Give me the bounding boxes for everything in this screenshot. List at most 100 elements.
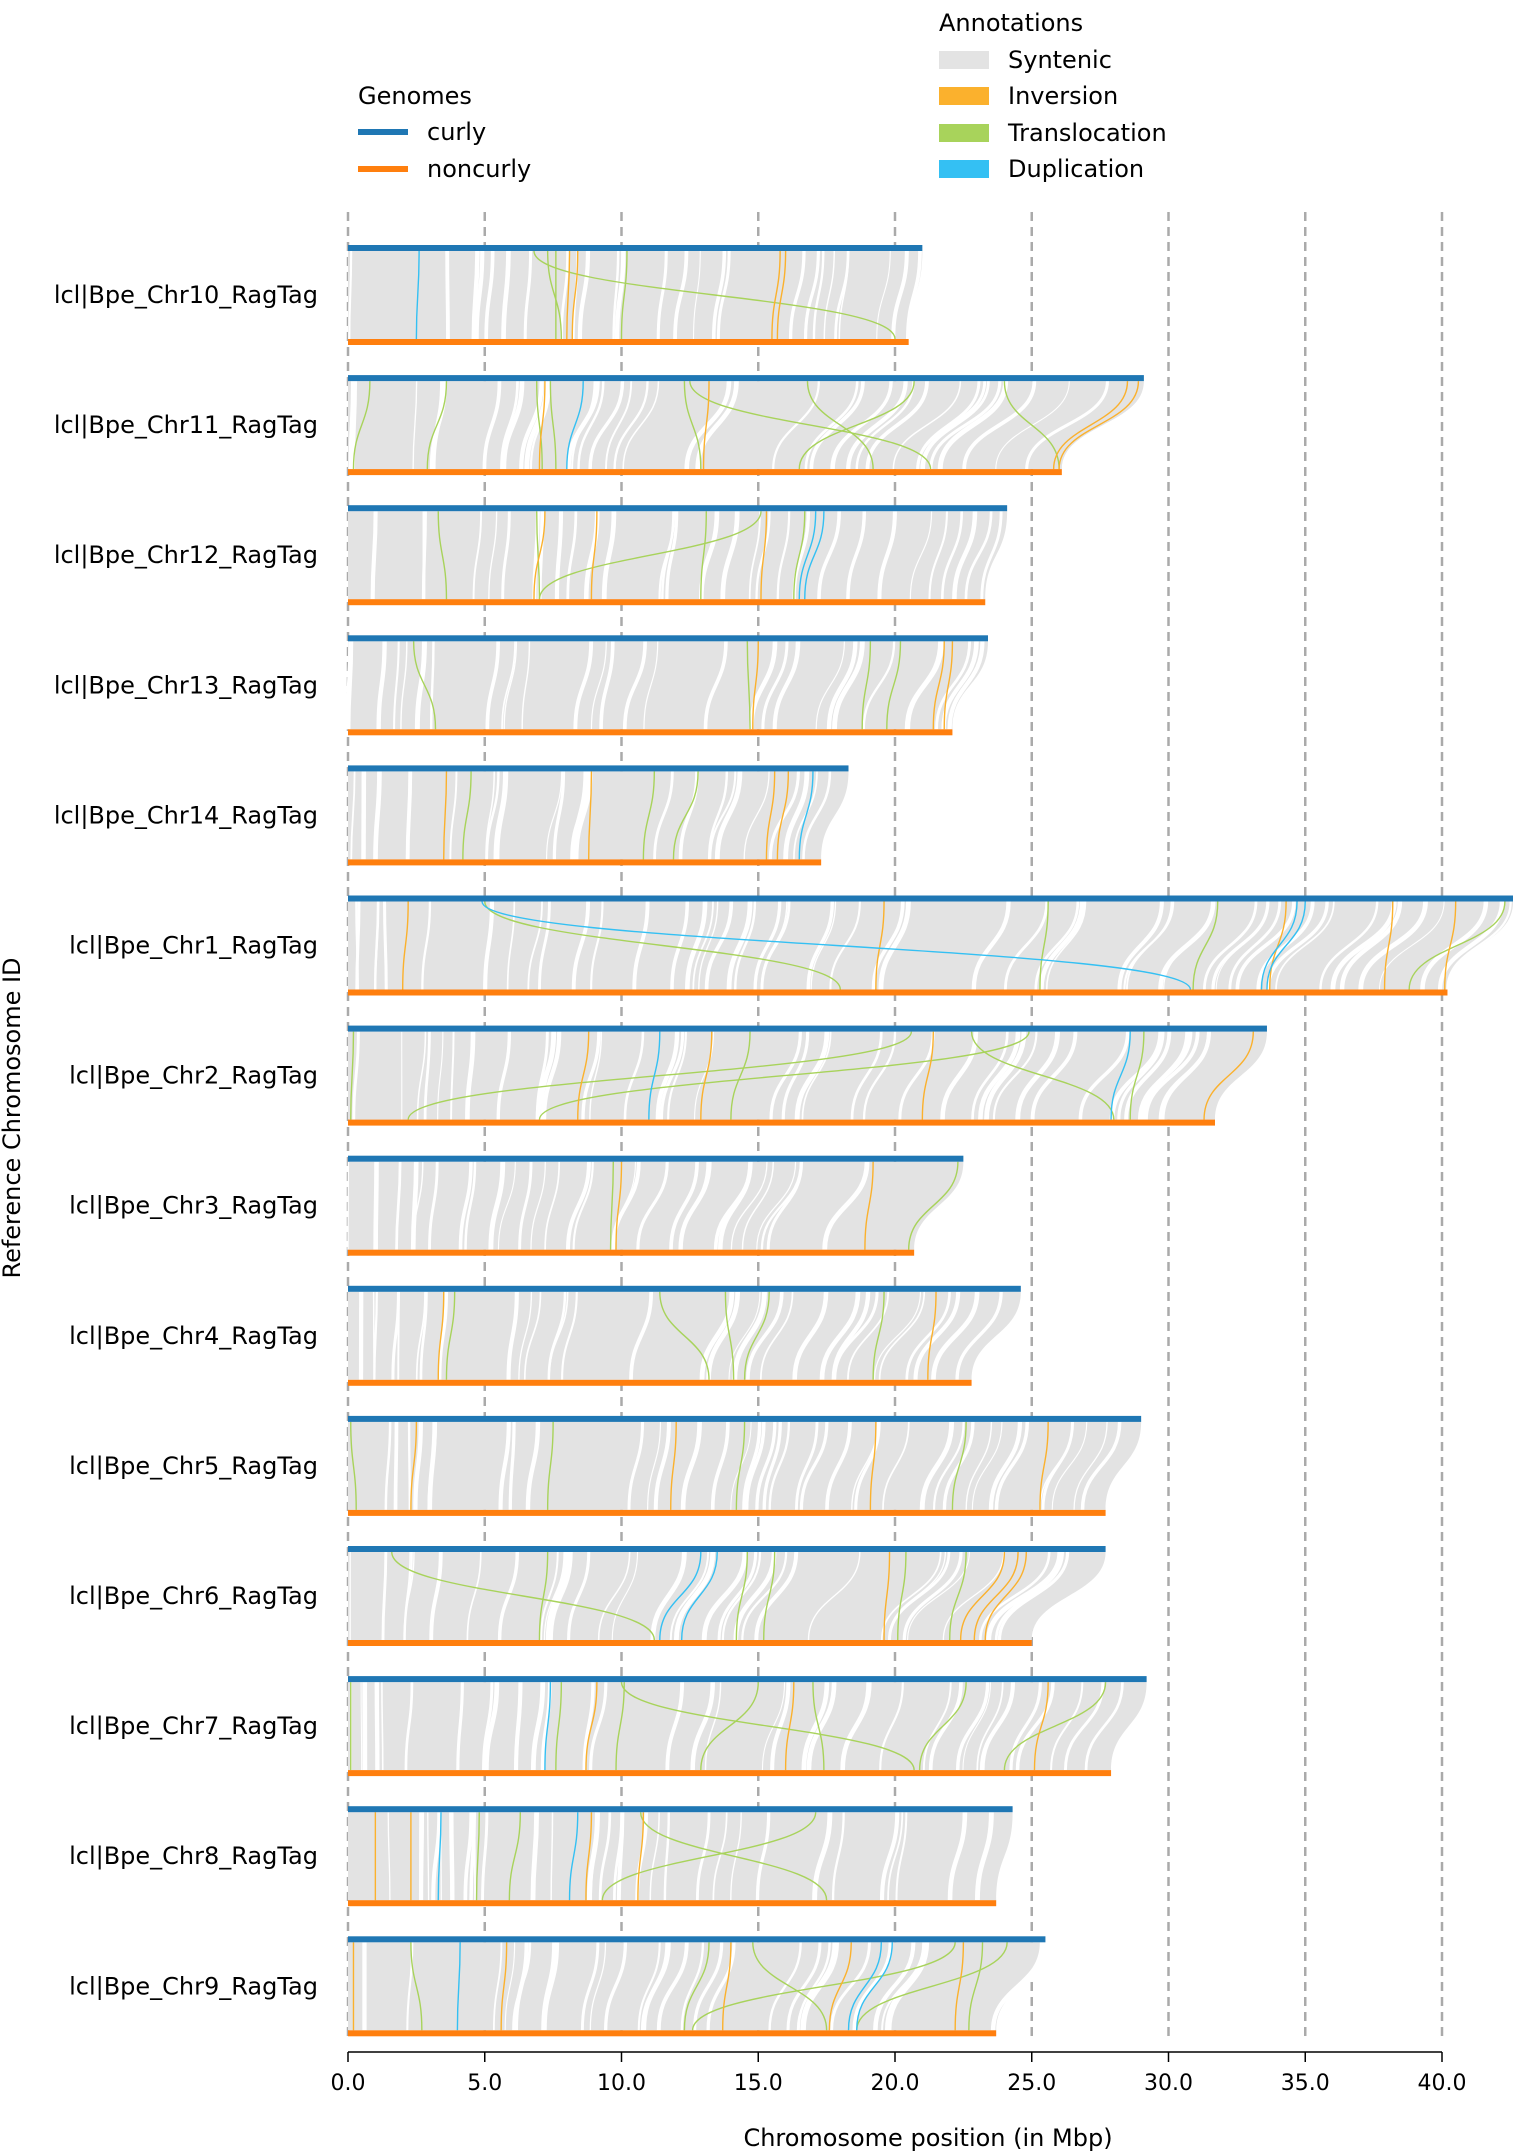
block-gap xyxy=(589,1031,603,1120)
block-gap xyxy=(986,1551,1063,1641)
syntenic-band-lcl-bpe-chr8-ragtag xyxy=(348,1812,1013,1901)
block-gap xyxy=(928,1682,963,1771)
block-gap xyxy=(730,1161,768,1250)
translocation-link-lcl-bpe-chr9-ragtag-3 xyxy=(691,1942,956,2031)
block-gap xyxy=(812,1812,833,1901)
duplication-link-lcl-bpe-chr14-ragtag-0 xyxy=(798,771,814,860)
block-gap xyxy=(574,771,593,860)
curly-bar-lcl-bpe-chr3-ragtag xyxy=(348,1155,964,1162)
block-gap xyxy=(506,901,516,990)
x-tick-label-0: 0.0 xyxy=(331,2071,366,2096)
inversion-link-lcl-bpe-chr11-ragtag-2 xyxy=(1052,381,1129,470)
block-gap xyxy=(518,1291,533,1380)
block-gap xyxy=(1211,901,1270,990)
block-gap xyxy=(916,381,987,470)
block-gap xyxy=(919,1421,955,1510)
block-gap xyxy=(484,250,495,340)
block-gap xyxy=(649,1812,660,1901)
legend-swatch-syntenic xyxy=(939,51,989,69)
block-gap xyxy=(955,1682,990,1771)
block-gap xyxy=(637,1942,661,2031)
legend-label-translocation: Translocation xyxy=(1007,119,1167,147)
block-gap xyxy=(598,1812,612,1901)
translocation-link-lcl-bpe-chr6-ragtag-1 xyxy=(538,1551,549,1641)
chromosome-label-lcl-bpe-chr10-ragtag: lcl|Bpe_Chr10_RagTag xyxy=(54,281,318,309)
block-gap xyxy=(582,1682,595,1771)
block-gap xyxy=(669,1551,710,1641)
block-gap xyxy=(699,1291,735,1380)
x-axis: 0.0 5.0 10.0 15.0 20.0 25.0 30.0 35.0 40.0 xyxy=(331,2051,1466,2096)
block-gap xyxy=(830,1942,871,2031)
block-gap xyxy=(381,1551,388,1641)
block-gap xyxy=(825,1421,852,1510)
block-gap xyxy=(667,1031,687,1120)
block-gap xyxy=(1015,1682,1055,1771)
block-gap xyxy=(831,1812,845,1901)
block-gap xyxy=(726,901,753,990)
syntenic-band-lcl-bpe-chr3-ragtag xyxy=(348,1161,964,1250)
translocation-link-lcl-bpe-chr13-ragtag-3 xyxy=(886,641,902,730)
block-gap xyxy=(1051,1421,1088,1510)
inversion-link-lcl-bpe-chr13-ragtag-0 xyxy=(752,641,759,730)
block-gap xyxy=(590,641,607,730)
duplication-link-lcl-bpe-chr1-ragtag-2 xyxy=(1260,901,1298,990)
block-gap xyxy=(428,1161,439,1250)
block-gap xyxy=(1158,901,1216,990)
block-gap xyxy=(804,250,820,340)
block-gap xyxy=(822,1161,870,1250)
block-gap xyxy=(1124,1031,1172,1120)
noncurly-bar-lcl-bpe-chr11-ragtag xyxy=(348,469,1062,476)
block-gap xyxy=(701,1551,748,1641)
block-gap xyxy=(370,511,378,600)
block-gap xyxy=(748,511,761,600)
inversion-link-lcl-bpe-chr9-ragtag-3 xyxy=(828,1942,852,2031)
translocation-link-lcl-bpe-chr11-ragtag-8 xyxy=(1003,381,1060,470)
block-gap xyxy=(407,1421,412,1510)
block-gap xyxy=(1025,381,1109,470)
block-gap xyxy=(589,1942,607,2031)
noncurly-bar-lcl-bpe-chr2-ragtag xyxy=(348,1119,1215,1126)
block-gap xyxy=(581,1031,601,1120)
block-gap xyxy=(527,901,543,990)
x-axis-label: Chromosome position (in Mbp) xyxy=(743,2124,1112,2152)
legend-swatch-noncurly xyxy=(358,166,408,172)
translocation-link-lcl-bpe-chr13-ragtag-0 xyxy=(412,641,437,730)
inversion-link-lcl-bpe-chr13-ragtag-1 xyxy=(932,641,945,730)
legend-label-duplication: Duplication xyxy=(1008,155,1144,183)
block-gap xyxy=(530,1812,540,1901)
block-gap xyxy=(381,1682,384,1771)
block-gap xyxy=(659,1031,685,1120)
inversion-link-lcl-bpe-chr10-ragtag-1 xyxy=(571,250,579,340)
block-gap xyxy=(728,1291,761,1380)
x-tick-label-2: 10.0 xyxy=(597,2071,646,2096)
block-gap xyxy=(680,1421,702,1510)
translocation-link-lcl-bpe-chr1-ragtag-1 xyxy=(1039,901,1049,990)
block-gap xyxy=(374,1682,380,1771)
block-gap xyxy=(473,1812,476,1901)
block-gap xyxy=(902,1551,963,1641)
block-gap xyxy=(611,1551,639,1641)
block-gap xyxy=(706,1291,741,1380)
chromosome-label-lcl-bpe-chr1-ragtag: lcl|Bpe_Chr1_RagTag xyxy=(69,932,318,960)
noncurly-bar-lcl-bpe-chr3-ragtag xyxy=(348,1249,915,1256)
block-gap xyxy=(605,381,633,470)
legend-label-inversion: Inversion xyxy=(1008,82,1118,110)
inversion-link-lcl-bpe-chr14-ragtag-2 xyxy=(765,771,776,860)
duplication-link-lcl-bpe-chr6-ragtag-0 xyxy=(659,1551,702,1641)
block-gap xyxy=(962,380,1037,470)
translocation-link-lcl-bpe-chr12-ragtag-1 xyxy=(536,511,541,600)
inversion-link-lcl-bpe-chr1-ragtag-4 xyxy=(1444,901,1457,990)
block-gap xyxy=(743,771,770,860)
block-gap xyxy=(755,1812,771,1901)
block-gap xyxy=(695,1812,711,1901)
x-tick-label-6: 30.0 xyxy=(1144,2071,1193,2096)
block-gap xyxy=(761,1682,786,1771)
block-gap xyxy=(566,511,578,600)
block-gap xyxy=(690,1682,715,1771)
block-gap xyxy=(541,1942,557,2031)
translocation-link-lcl-bpe-chr3-ragtag-1 xyxy=(907,1161,959,1250)
block-gap xyxy=(376,641,387,730)
block-gap xyxy=(523,1291,542,1380)
block-gap xyxy=(692,250,701,340)
block-gap xyxy=(871,901,905,990)
